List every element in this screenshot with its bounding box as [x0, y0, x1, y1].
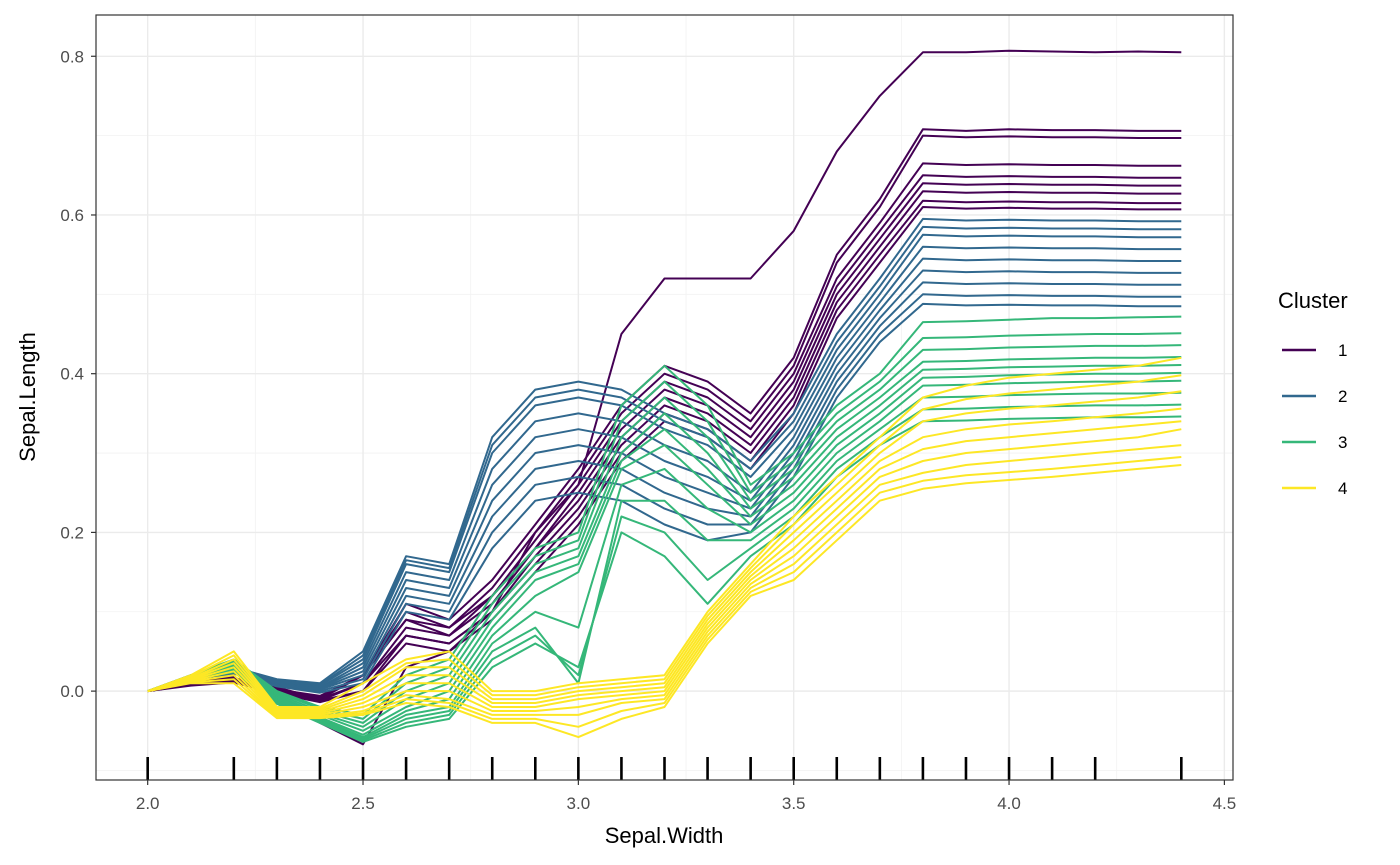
x-tick-label: 4.0: [997, 794, 1021, 813]
series-line-cluster-4: [147, 428, 1182, 716]
legend-label-2: 2: [1338, 387, 1347, 406]
series-line-cluster-1: [147, 174, 1182, 699]
y-tick-label: 0.0: [60, 682, 84, 701]
series-line-cluster-2: [147, 281, 1182, 693]
series-line-cluster-2: [147, 293, 1182, 693]
y-tick-label: 0.8: [60, 47, 84, 66]
panel-border: [95, 14, 1234, 781]
x-axis-title: Sepal.Width: [605, 823, 724, 848]
x-tick-label: 3.0: [567, 794, 591, 813]
series-line-cluster-4: [147, 407, 1182, 713]
y-tick-label: 0.4: [60, 365, 84, 384]
x-tick-label: 2.5: [351, 794, 375, 813]
legend-title: Cluster: [1278, 288, 1348, 313]
y-tick-label: 0.2: [60, 523, 84, 542]
series-line-cluster-4: [147, 374, 1182, 710]
rug-marks: [146, 757, 1183, 780]
x-axis: 2.0 2.5 3.0 3.5 4.0 4.5: [136, 780, 1236, 813]
y-tick-label: 0.6: [60, 206, 84, 225]
legend: Cluster 1 2 3 4: [1278, 288, 1348, 498]
y-axis: 0.0 0.2 0.4 0.6 0.8: [60, 47, 96, 701]
series-lines: [147, 49, 1182, 746]
series-line-cluster-4: [147, 390, 1182, 712]
x-tick-label: 2.0: [136, 794, 160, 813]
series-line-cluster-4: [147, 420, 1182, 715]
series-line-cluster-2: [147, 302, 1182, 694]
series-line-cluster-3: [147, 415, 1182, 743]
legend-label-1: 1: [1338, 341, 1347, 360]
legend-label-3: 3: [1338, 433, 1347, 452]
series-line-cluster-3: [147, 403, 1182, 742]
x-tick-label: 4.5: [1213, 794, 1237, 813]
legend-label-4: 4: [1338, 479, 1347, 498]
series-line-cluster-4: [147, 464, 1182, 739]
y-axis-title: Sepal.Length: [15, 332, 40, 462]
x-tick-label: 3.5: [782, 794, 806, 813]
series-line-cluster-4: [147, 356, 1182, 708]
